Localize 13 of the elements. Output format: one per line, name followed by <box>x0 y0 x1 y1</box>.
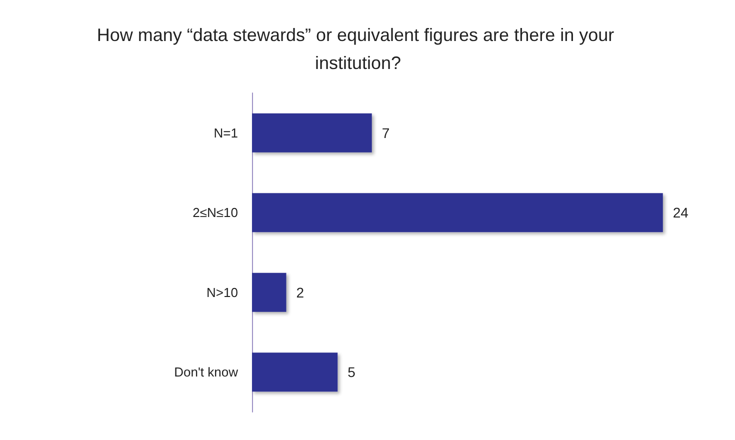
data-label: 2 <box>296 284 304 300</box>
bar <box>252 193 663 232</box>
data-label: 7 <box>382 124 390 141</box>
y-tick-label: N>10 <box>206 284 238 300</box>
y-tick-label: 2≤N≤10 <box>192 205 238 220</box>
y-tick-label: N=1 <box>214 125 238 140</box>
bar <box>252 272 286 312</box>
data-label: 24 <box>672 204 689 221</box>
y-tick-label: Don't know <box>174 364 239 380</box>
data-label: 5 <box>348 364 356 380</box>
bar <box>252 113 372 152</box>
chart-title: How many “data stewards” or equivalent figures are there in your institution? <box>96 25 620 73</box>
bar <box>252 352 338 392</box>
